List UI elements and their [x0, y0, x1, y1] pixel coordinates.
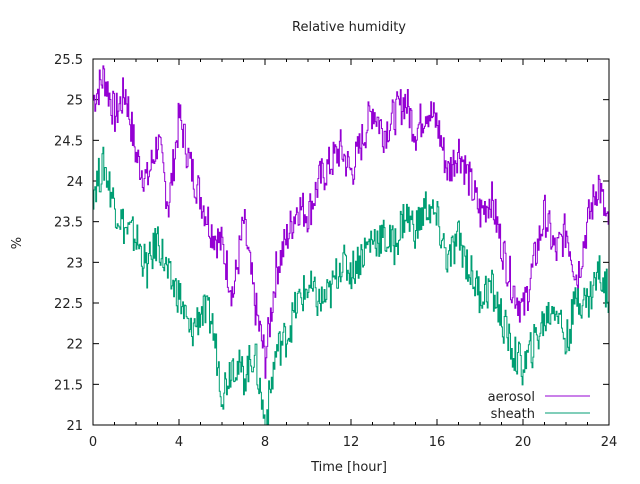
x-tick-label: 8: [261, 435, 269, 450]
x-axis-label: Time [hour]: [310, 460, 387, 475]
y-tick-label: 24.5: [54, 134, 83, 149]
y-tick-label: 21: [66, 419, 83, 434]
y-axis-label: %: [10, 237, 25, 249]
x-tick-label: 12: [343, 435, 360, 450]
y-tick-label: 25.5: [54, 53, 83, 68]
y-tick-label: 25: [66, 94, 83, 109]
series-group: [93, 66, 609, 425]
series-line-aerosol: [93, 66, 609, 378]
y-tick-label: 23.5: [54, 216, 83, 231]
y-tick-label: 22: [66, 338, 83, 353]
x-tick-label: 4: [175, 435, 183, 450]
y-tick-label: 23: [66, 256, 83, 271]
legend-label-aerosol: aerosol: [488, 390, 535, 405]
x-tick-label: 24: [601, 435, 618, 450]
y-tick-label: 22.5: [54, 297, 83, 312]
legend-label-sheath: sheath: [491, 407, 535, 422]
x-tick-label: 0: [89, 435, 97, 450]
legend: aerosol sheath: [488, 390, 590, 422]
plot-frame: [93, 59, 609, 425]
chart-title: Relative humidity: [292, 20, 406, 35]
y-tick-label: 24: [66, 175, 83, 190]
x-tick-label: 16: [429, 435, 446, 450]
y-tick-label: 21.5: [54, 378, 83, 393]
x-tick-label: 20: [515, 435, 532, 450]
